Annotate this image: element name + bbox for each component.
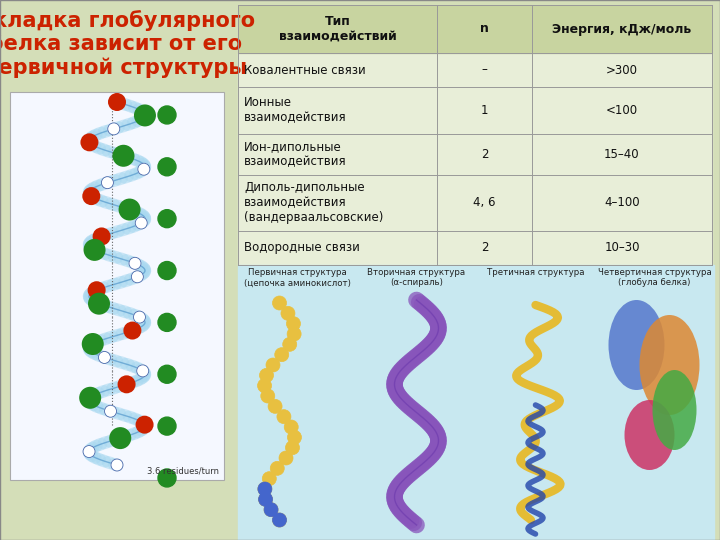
Circle shape — [264, 503, 278, 517]
Circle shape — [112, 145, 135, 167]
Bar — [238, 231, 712, 265]
Text: 1: 1 — [481, 104, 488, 117]
Circle shape — [158, 365, 176, 383]
Text: Тип
взаимодействий: Тип взаимодействий — [279, 15, 397, 43]
Circle shape — [284, 420, 298, 434]
Circle shape — [158, 313, 176, 332]
Circle shape — [286, 441, 300, 455]
Circle shape — [82, 333, 104, 355]
Circle shape — [83, 446, 95, 457]
Circle shape — [84, 239, 106, 261]
Circle shape — [88, 293, 110, 315]
Ellipse shape — [652, 370, 696, 450]
Text: –: – — [482, 64, 487, 77]
Ellipse shape — [608, 300, 665, 390]
Circle shape — [81, 133, 99, 151]
Circle shape — [287, 327, 301, 341]
Circle shape — [272, 513, 287, 527]
Circle shape — [117, 375, 135, 393]
Circle shape — [102, 177, 114, 188]
Circle shape — [133, 311, 145, 323]
Circle shape — [131, 271, 143, 283]
Text: 2: 2 — [481, 147, 488, 160]
Text: Укладка глобулярного
белка зависит от его
первичной структуры: Укладка глобулярного белка зависит от ег… — [0, 10, 255, 78]
Circle shape — [109, 427, 131, 449]
Text: Вторичная структура
(α-спираль): Вторичная структура (α-спираль) — [367, 268, 466, 287]
Bar — [238, 265, 714, 540]
Text: 2: 2 — [481, 241, 488, 254]
Text: 3.6 residues/turn: 3.6 residues/turn — [147, 466, 219, 475]
Text: Ковалентные связи: Ковалентные связи — [244, 64, 366, 77]
Circle shape — [135, 416, 153, 434]
Text: n: n — [480, 23, 489, 36]
Circle shape — [261, 389, 275, 403]
Circle shape — [258, 482, 272, 496]
Circle shape — [259, 368, 274, 382]
Text: 15–40: 15–40 — [604, 147, 640, 160]
Ellipse shape — [624, 400, 675, 470]
Circle shape — [266, 358, 280, 372]
Bar — [238, 87, 712, 134]
Circle shape — [268, 400, 282, 413]
Circle shape — [137, 365, 149, 377]
FancyBboxPatch shape — [10, 92, 224, 480]
Circle shape — [275, 348, 289, 362]
Text: 4, 6: 4, 6 — [473, 196, 496, 210]
Circle shape — [158, 210, 176, 228]
Circle shape — [277, 410, 291, 424]
Bar — [238, 134, 712, 174]
Ellipse shape — [639, 315, 700, 415]
Circle shape — [158, 261, 176, 280]
Circle shape — [88, 281, 106, 299]
Circle shape — [108, 93, 126, 111]
Circle shape — [108, 123, 120, 135]
Text: >300: >300 — [606, 64, 638, 77]
Circle shape — [287, 430, 302, 444]
Circle shape — [99, 352, 110, 363]
Circle shape — [129, 258, 141, 269]
Text: Энергия, кДж/моль: Энергия, кДж/моль — [552, 23, 692, 36]
Text: <100: <100 — [606, 104, 638, 117]
Circle shape — [158, 106, 176, 124]
Circle shape — [134, 104, 156, 126]
Text: Диполь-дипольные
взаимодействия
(вандерваальсовские): Диполь-дипольные взаимодействия (вандерв… — [244, 181, 383, 224]
Circle shape — [82, 187, 100, 205]
Circle shape — [138, 163, 150, 175]
Circle shape — [111, 459, 123, 471]
Text: 4–100: 4–100 — [604, 196, 640, 210]
Bar — [238, 174, 712, 231]
Circle shape — [79, 387, 102, 409]
Bar — [238, 53, 712, 87]
Circle shape — [93, 227, 111, 246]
Bar — [238, 5, 712, 265]
Text: Четвертичная структура
(глобула белка): Четвертичная структура (глобула белка) — [598, 268, 711, 287]
Text: Третичная структура: Третичная структура — [487, 268, 584, 277]
Text: Ион-дипольные
взаимодействия: Ион-дипольные взаимодействия — [244, 140, 346, 168]
Circle shape — [135, 217, 148, 229]
Circle shape — [158, 469, 176, 487]
Circle shape — [272, 296, 287, 310]
Circle shape — [279, 451, 293, 465]
Circle shape — [272, 513, 287, 527]
Text: Водородные связи: Водородные связи — [244, 241, 360, 254]
Circle shape — [258, 482, 272, 496]
Text: Ионные
взаимодействия: Ионные взаимодействия — [244, 96, 346, 124]
Circle shape — [258, 492, 273, 507]
Circle shape — [283, 338, 297, 352]
Text: Первичная структура
(цепочка аминокислот): Первичная структура (цепочка аминокислот… — [244, 268, 351, 287]
Circle shape — [104, 405, 117, 417]
Circle shape — [264, 503, 278, 517]
Circle shape — [287, 316, 300, 330]
Bar — [238, 5, 712, 53]
Circle shape — [258, 379, 271, 393]
Circle shape — [158, 417, 176, 435]
Circle shape — [158, 158, 176, 176]
Circle shape — [270, 461, 284, 475]
Circle shape — [123, 321, 141, 340]
Circle shape — [262, 471, 276, 485]
Circle shape — [258, 492, 273, 507]
Circle shape — [281, 306, 295, 320]
Circle shape — [119, 199, 140, 220]
Text: 10–30: 10–30 — [604, 241, 639, 254]
